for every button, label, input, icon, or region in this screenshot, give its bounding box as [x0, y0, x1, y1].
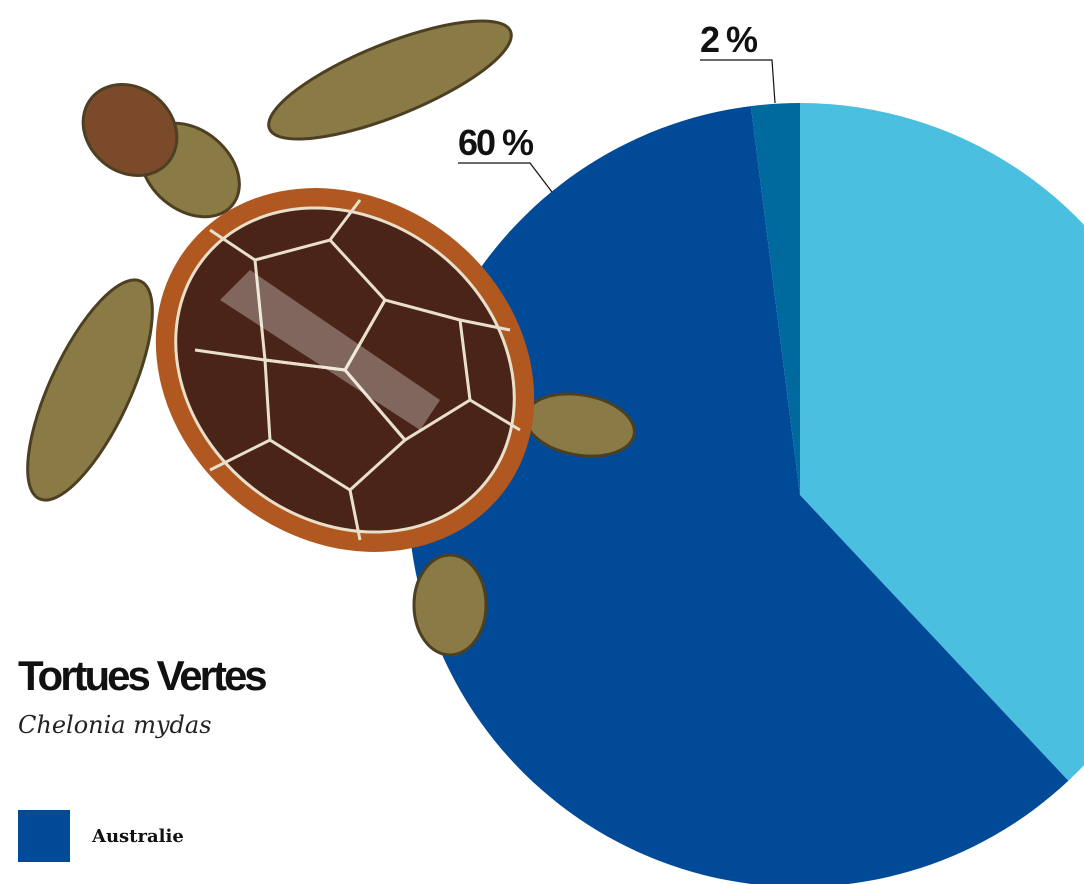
- pie-slice: [800, 103, 1084, 781]
- chart-subtitle: Chelonia mydas: [18, 711, 212, 739]
- legend: Australie: [18, 810, 184, 862]
- legend-swatch: [18, 810, 70, 862]
- leader-line: [458, 162, 553, 193]
- value-label: 60 %: [458, 122, 534, 163]
- chart-title: Tortues Vertes: [18, 652, 266, 699]
- value-label: 2 %: [700, 19, 758, 60]
- pie-slice: [750, 103, 800, 495]
- turtle-illustration: [26, 19, 636, 657]
- pie-slice: [408, 106, 1069, 884]
- leader-line: [700, 59, 776, 104]
- pie: [408, 103, 1084, 884]
- legend-label: Australie: [91, 826, 184, 847]
